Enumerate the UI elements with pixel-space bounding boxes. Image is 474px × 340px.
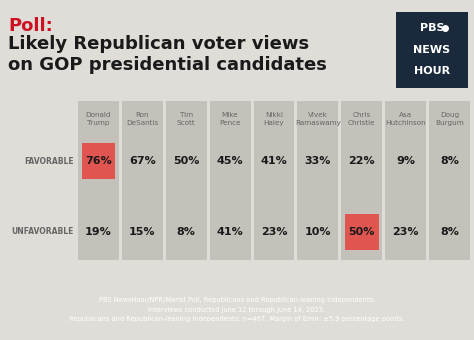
Bar: [122, 101, 163, 260]
Text: 15%: 15%: [129, 227, 155, 237]
Bar: [166, 101, 207, 260]
Text: 9%: 9%: [396, 156, 415, 166]
Bar: [341, 101, 382, 260]
Text: 67%: 67%: [129, 156, 155, 166]
Bar: [78, 101, 119, 260]
Text: 41%: 41%: [217, 227, 244, 237]
Text: Chris
Christie: Chris Christie: [348, 113, 375, 126]
Text: 22%: 22%: [348, 156, 375, 166]
Text: 76%: 76%: [85, 156, 112, 166]
Text: 19%: 19%: [85, 227, 112, 237]
Text: Vivek
Ramaswamy: Vivek Ramaswamy: [295, 113, 341, 126]
Text: PBS NewsHour/NPR/Marist Poll, Republicans and Republican-leaning independents.
I: PBS NewsHour/NPR/Marist Poll, Republican…: [69, 298, 405, 322]
Text: HOUR: HOUR: [414, 66, 450, 76]
Text: PBS: PBS: [420, 23, 444, 33]
Text: 33%: 33%: [305, 156, 331, 166]
Text: 50%: 50%: [173, 156, 200, 166]
Text: 50%: 50%: [348, 227, 375, 237]
Text: NEWS: NEWS: [413, 45, 451, 55]
Text: 8%: 8%: [440, 227, 459, 237]
Text: UNFAVORABLE: UNFAVORABLE: [12, 227, 74, 236]
Bar: [254, 101, 294, 260]
Text: 23%: 23%: [392, 227, 419, 237]
Text: Donald
Trump: Donald Trump: [86, 113, 111, 126]
Bar: [345, 214, 379, 250]
Bar: [396, 12, 468, 88]
Text: Mike
Pence: Mike Pence: [219, 113, 241, 126]
Text: 41%: 41%: [261, 156, 287, 166]
Text: Doug
Burgum: Doug Burgum: [435, 113, 464, 126]
Text: 23%: 23%: [261, 227, 287, 237]
Text: Ron
DeSantis: Ron DeSantis: [126, 113, 158, 126]
Bar: [210, 101, 251, 260]
Text: Tim
Scott: Tim Scott: [177, 113, 196, 126]
Text: 8%: 8%: [177, 227, 196, 237]
Text: 45%: 45%: [217, 156, 244, 166]
Text: 10%: 10%: [305, 227, 331, 237]
Bar: [429, 101, 470, 260]
Text: Asa
Hutchinson: Asa Hutchinson: [385, 113, 426, 126]
Text: 8%: 8%: [440, 156, 459, 166]
Bar: [82, 143, 115, 179]
Text: Nikki
Haley: Nikki Haley: [264, 113, 284, 126]
Text: Likely Republican voter views
on GOP presidential candidates: Likely Republican voter views on GOP pre…: [8, 35, 327, 74]
Bar: [298, 101, 338, 260]
Text: FAVORABLE: FAVORABLE: [24, 156, 74, 166]
Bar: [385, 101, 426, 260]
Text: Poll:: Poll:: [8, 17, 53, 35]
